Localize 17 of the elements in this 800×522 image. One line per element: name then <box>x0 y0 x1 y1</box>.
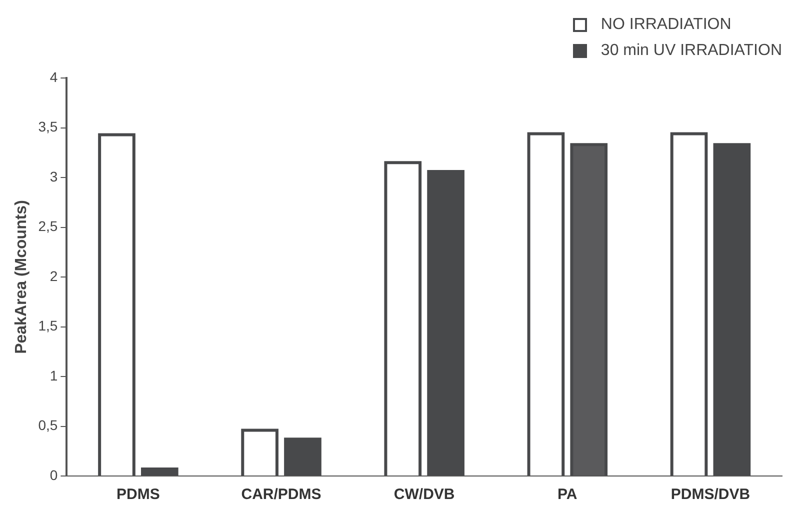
y-tick-label: 3,5 <box>38 118 58 135</box>
y-tick-label: 2 <box>50 268 58 284</box>
x-tick-label: PDMS/DVB <box>670 486 750 504</box>
legend-label: NO IRRADIATION <box>600 16 732 34</box>
y-axis-title: PeakArea (Mcounts) <box>13 200 30 354</box>
y-tick-label: 4 <box>50 68 58 85</box>
y-tick-label: 0 <box>50 466 58 483</box>
y-tick-label: 0,5 <box>38 417 58 434</box>
y-tick-label: 1,5 <box>38 318 58 334</box>
y-tick-label: 3 <box>50 168 58 184</box>
legend-label: 30 min UV IRRADIATION <box>600 42 782 60</box>
x-tick-label: CW/DVB <box>394 486 455 504</box>
y-tick-label: 1 <box>50 367 58 384</box>
y-tick-label: 2,5 <box>38 218 58 234</box>
x-tick-label: PDMS <box>116 486 160 504</box>
x-tick-label: PA <box>558 486 578 504</box>
x-tick-label: CAR/PDMS <box>241 486 322 504</box>
